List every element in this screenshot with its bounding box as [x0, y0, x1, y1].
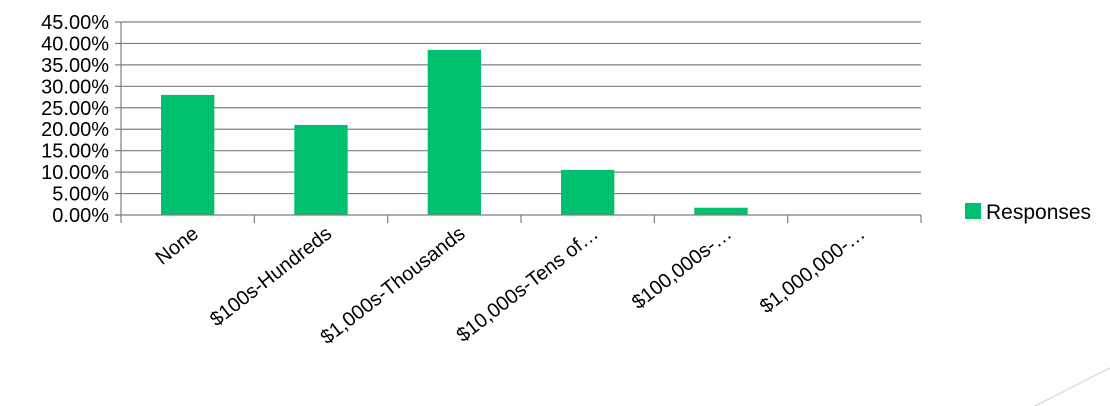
- bar: [694, 207, 748, 215]
- y-tick-label: 15.00%: [41, 141, 109, 163]
- y-tick-labels: 0.00%5.00%10.00%15.00%20.00%25.00%30.00%…: [41, 12, 109, 227]
- x-tick-label: $1,000s-Thousands: [317, 223, 470, 349]
- bars: [161, 49, 748, 215]
- decorative-corner-line: [1034, 367, 1110, 406]
- y-tick-label: 25.00%: [41, 98, 109, 120]
- legend: Responses: [965, 201, 1091, 224]
- legend-label: Responses: [986, 201, 1091, 224]
- x-tick-label: $100,000s-…: [628, 223, 736, 314]
- axes: [115, 21, 922, 223]
- x-tick-label: None: [152, 223, 203, 270]
- x-tick-label: $100s-Hundreds: [206, 223, 336, 331]
- y-tick-label: 5.00%: [52, 184, 109, 206]
- legend-swatch: [965, 203, 981, 219]
- y-tick-label: 20.00%: [41, 119, 109, 141]
- bar: [561, 169, 615, 215]
- x-tick-label: $1,000,000-…: [756, 223, 869, 318]
- y-tick-label: 35.00%: [41, 55, 109, 77]
- bar: [427, 49, 481, 215]
- y-tick-label: 0.00%: [52, 205, 109, 227]
- y-tick-label: 10.00%: [41, 162, 109, 184]
- x-tick-labels: None $100s-Hundreds$1,000s-Thousands$10,0…: [152, 223, 870, 349]
- y-tick-label: 30.00%: [41, 76, 109, 98]
- y-tick-label: 40.00%: [41, 33, 109, 55]
- bar: [161, 94, 215, 215]
- y-tick-label: 45.00%: [41, 12, 109, 34]
- gridlines: [121, 21, 921, 195]
- x-tick-label: $10,000s-Tens of…: [453, 223, 603, 347]
- bar: [294, 124, 348, 215]
